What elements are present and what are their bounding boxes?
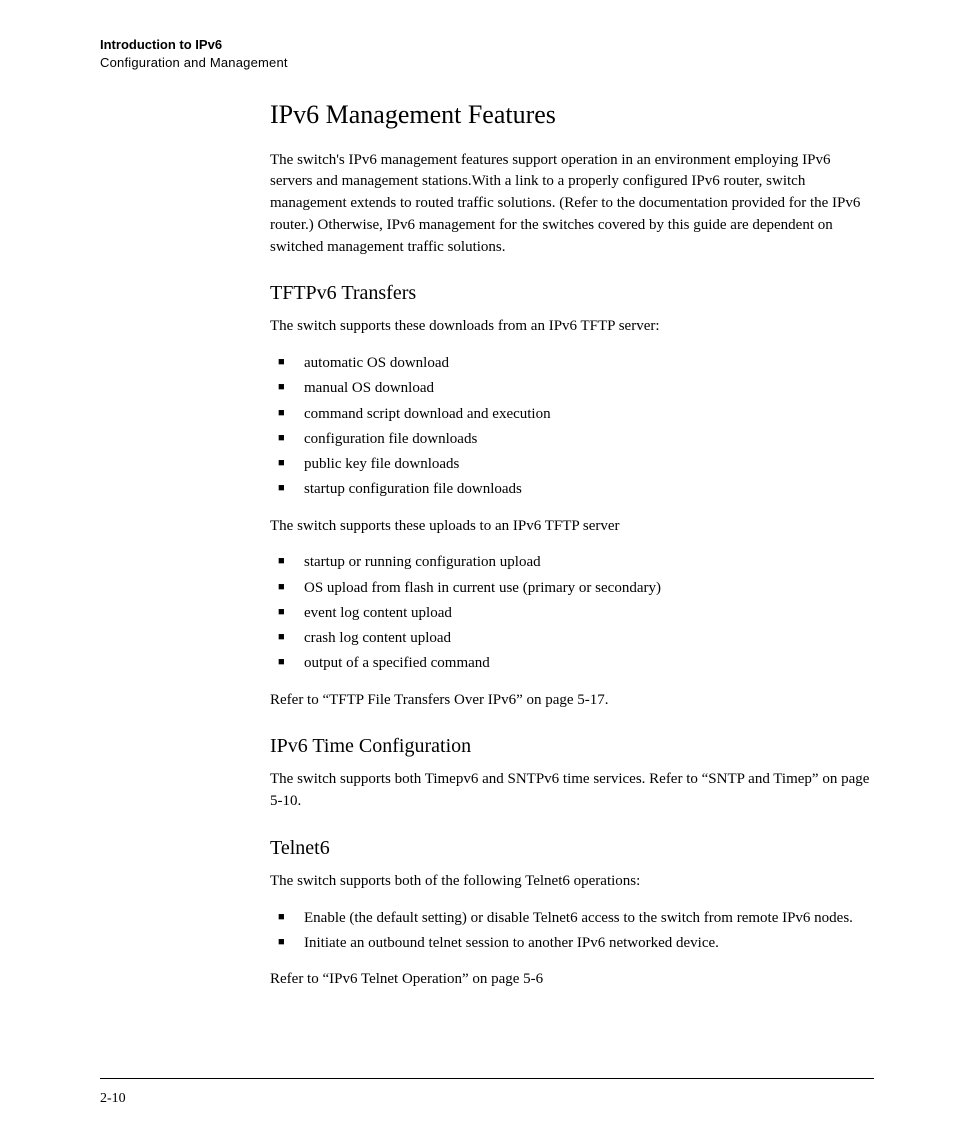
list-item: event log content upload bbox=[270, 602, 874, 625]
running-head-subtitle: Configuration and Management bbox=[100, 54, 874, 72]
list-item: automatic OS download bbox=[270, 352, 874, 375]
running-head: Introduction to IPv6 Configuration and M… bbox=[100, 36, 874, 71]
tftp-uploads-list: startup or running configuration upload … bbox=[270, 551, 874, 675]
list-item: Initiate an outbound telnet session to a… bbox=[270, 932, 874, 955]
time-body: The switch supports both Timepv6 and SNT… bbox=[270, 769, 874, 813]
list-item: startup configuration file downloads bbox=[270, 478, 874, 501]
list-item: output of a specified command bbox=[270, 652, 874, 675]
list-item: command script download and execution bbox=[270, 403, 874, 426]
telnet-heading: Telnet6 bbox=[270, 835, 874, 861]
tftp-refer: Refer to “TFTP File Transfers Over IPv6”… bbox=[270, 690, 874, 712]
telnet-intro: The switch supports both of the followin… bbox=[270, 871, 874, 893]
list-item: configuration file downloads bbox=[270, 428, 874, 451]
page: Introduction to IPv6 Configuration and M… bbox=[0, 0, 954, 1145]
tftp-downloads-intro: The switch supports these downloads from… bbox=[270, 316, 874, 338]
telnet-refer: Refer to “IPv6 Telnet Operation” on page… bbox=[270, 969, 874, 991]
telnet-list: Enable (the default setting) or disable … bbox=[270, 907, 874, 956]
tftp-downloads-list: automatic OS download manual OS download… bbox=[270, 352, 874, 502]
tftp-heading: TFTPv6 Transfers bbox=[270, 280, 874, 306]
section-intro: The switch's IPv6 management features su… bbox=[270, 150, 874, 259]
list-item: Enable (the default setting) or disable … bbox=[270, 907, 874, 930]
section-heading: IPv6 Management Features bbox=[270, 99, 874, 132]
footer-rule bbox=[100, 1078, 874, 1079]
list-item: OS upload from flash in current use (pri… bbox=[270, 577, 874, 600]
list-item: startup or running configuration upload bbox=[270, 551, 874, 574]
content-column: IPv6 Management Features The switch's IP… bbox=[270, 99, 874, 991]
page-number: 2-10 bbox=[100, 1091, 126, 1107]
running-head-title: Introduction to IPv6 bbox=[100, 36, 874, 54]
time-heading: IPv6 Time Configuration bbox=[270, 733, 874, 759]
list-item: crash log content upload bbox=[270, 627, 874, 650]
list-item: public key file downloads bbox=[270, 453, 874, 476]
tftp-uploads-intro: The switch supports these uploads to an … bbox=[270, 516, 874, 538]
list-item: manual OS download bbox=[270, 377, 874, 400]
